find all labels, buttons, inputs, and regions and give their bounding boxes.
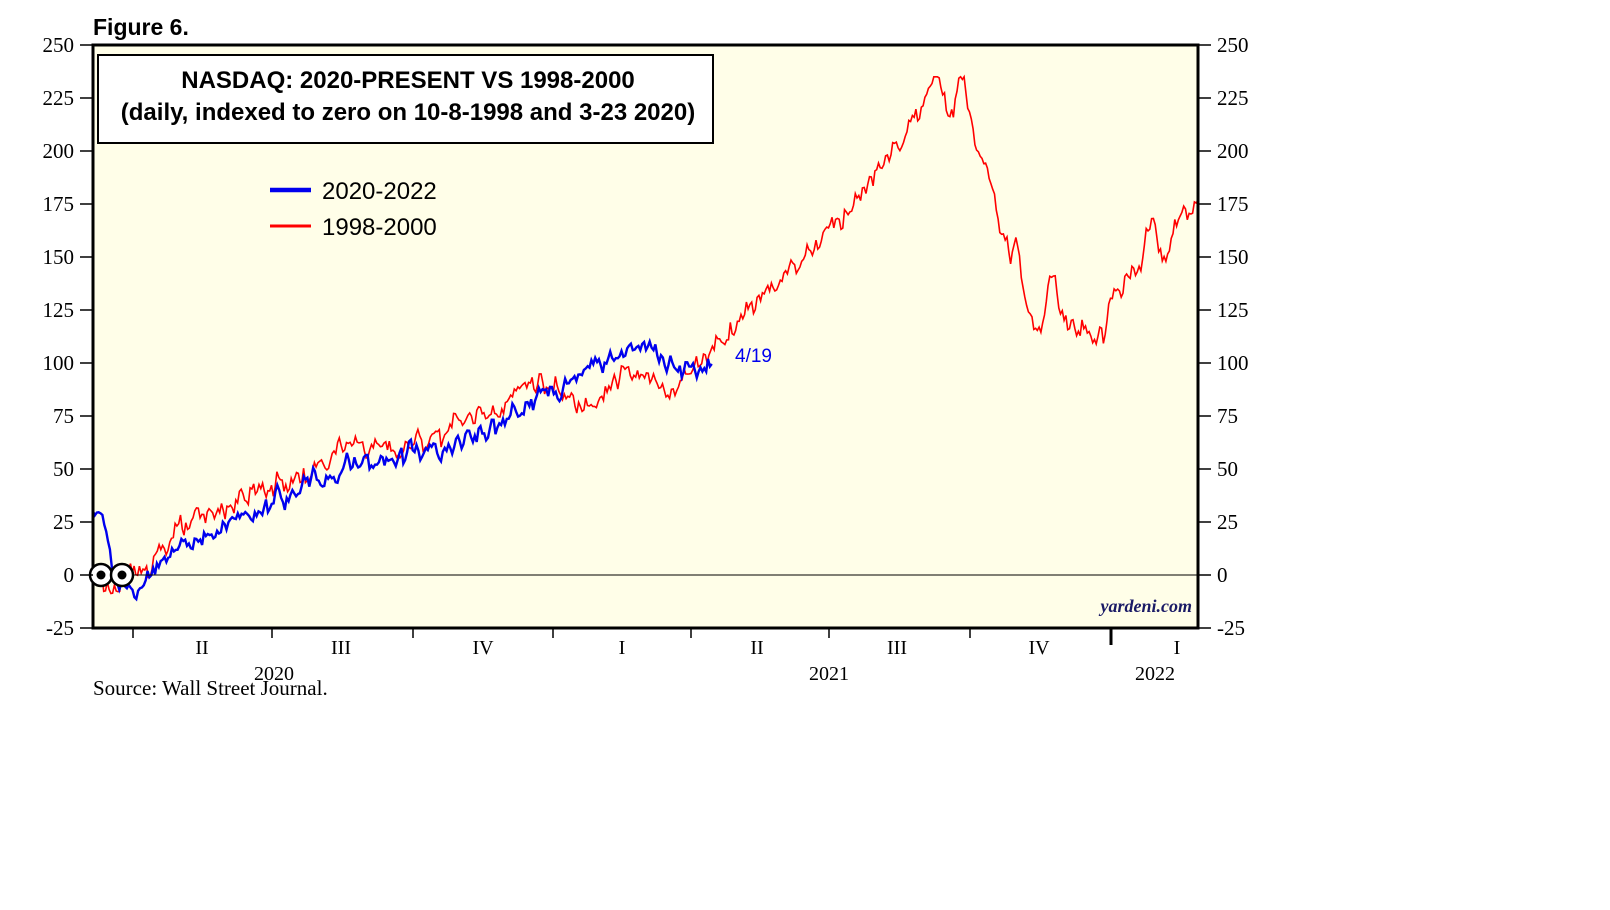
- svg-text:4/19: 4/19: [735, 346, 772, 367]
- svg-text:200: 200: [43, 139, 75, 163]
- svg-text:II: II: [750, 637, 763, 659]
- svg-text:125: 125: [43, 298, 75, 322]
- svg-text:75: 75: [53, 404, 74, 428]
- svg-text:50: 50: [1217, 457, 1238, 481]
- svg-text:III: III: [887, 637, 907, 659]
- svg-text:50: 50: [53, 457, 74, 481]
- svg-text:-25: -25: [46, 616, 74, 640]
- svg-text:150: 150: [43, 245, 75, 269]
- svg-text:0: 0: [64, 563, 75, 587]
- svg-text:1998-2000: 1998-2000: [322, 214, 437, 241]
- svg-text:225: 225: [43, 86, 75, 110]
- svg-text:I: I: [619, 637, 626, 659]
- svg-text:NASDAQ: 2020-PRESENT VS 1998-2: NASDAQ: 2020-PRESENT VS 1998-2000: [181, 67, 635, 94]
- svg-text:2020: 2020: [254, 663, 294, 685]
- svg-text:IV: IV: [472, 637, 494, 659]
- svg-text:100: 100: [43, 351, 75, 375]
- svg-text:I: I: [1174, 637, 1181, 659]
- svg-text:75: 75: [1217, 404, 1238, 428]
- svg-text:yardeni.com: yardeni.com: [1099, 596, 1193, 616]
- svg-text:-25: -25: [1217, 616, 1245, 640]
- svg-text:(daily, indexed to zero on 10-: (daily, indexed to zero on 10-8-1998 and…: [121, 99, 695, 126]
- svg-text:2022: 2022: [1135, 663, 1175, 685]
- svg-text:175: 175: [43, 192, 75, 216]
- svg-text:2020-2022: 2020-2022: [322, 178, 437, 205]
- svg-text:250: 250: [43, 33, 75, 57]
- svg-text:25: 25: [1217, 510, 1238, 534]
- svg-text:200: 200: [1217, 139, 1249, 163]
- svg-text:250: 250: [1217, 33, 1249, 57]
- svg-text:0: 0: [1217, 563, 1228, 587]
- svg-text:175: 175: [1217, 192, 1249, 216]
- svg-text:25: 25: [53, 510, 74, 534]
- svg-text:II: II: [195, 637, 208, 659]
- svg-text:III: III: [331, 637, 351, 659]
- svg-text:100: 100: [1217, 351, 1249, 375]
- svg-text:225: 225: [1217, 86, 1249, 110]
- svg-text:125: 125: [1217, 298, 1249, 322]
- svg-text:IV: IV: [1028, 637, 1050, 659]
- svg-text:150: 150: [1217, 245, 1249, 269]
- svg-text:2021: 2021: [809, 663, 849, 685]
